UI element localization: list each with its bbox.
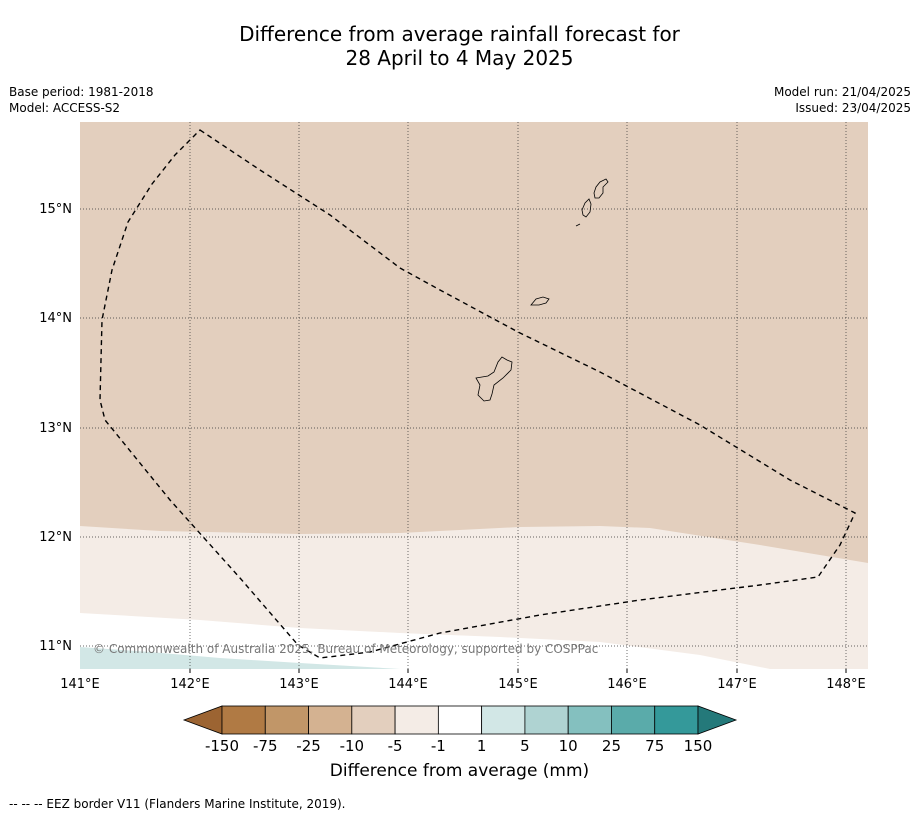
eez-footnote: -- -- -- EEZ border V11 (Flanders Marine…	[9, 797, 346, 811]
colorbar-label: -150	[205, 737, 239, 755]
lat-label: 11°N	[39, 639, 72, 654]
colorbar-label: 1	[477, 737, 487, 755]
colorbar-segment	[437, 705, 483, 735]
lon-label: 146°E	[607, 677, 647, 692]
lon-label: 142°E	[170, 677, 210, 692]
issued-date: Issued: 23/04/2025	[795, 101, 911, 115]
lat-label: 14°N	[39, 311, 72, 326]
colorbar-segment	[351, 705, 396, 735]
colorbar-label: 5	[520, 737, 530, 755]
lon-label: 144°E	[388, 677, 428, 692]
colorbar-segment	[308, 705, 353, 735]
colorbar-segment	[611, 705, 656, 735]
islands	[475, 178, 609, 402]
model-name: Model: ACCESS-S2	[9, 101, 121, 115]
lon-label: 143°E	[279, 677, 319, 692]
lat-label: 15°N	[39, 202, 72, 217]
colorbar-label: -25	[296, 737, 321, 755]
colorbar-label: -10	[340, 737, 365, 755]
copyright-text: © Commonwealth of Australia 2025, Bureau…	[93, 642, 598, 656]
lon-label: 141°E	[60, 677, 100, 692]
graticule	[80, 122, 868, 669]
colorbar-segment	[264, 705, 309, 735]
colorbar-labels: -150 -75 -25 -10 -5 -1 1 5 10 25 75 150	[205, 737, 712, 755]
colorbar-segment	[221, 705, 266, 735]
longitude-labels: 141°E 142°E 143°E 144°E 145°E 146°E 147°…	[60, 677, 866, 692]
colorbar-title: Difference from average (mm)	[329, 761, 590, 781]
island-rota	[530, 296, 550, 306]
island-guam	[475, 356, 513, 402]
colorbar-label: 10	[559, 737, 578, 755]
lon-label: 147°E	[717, 677, 757, 692]
title-line-1: Difference from average rainfall forecas…	[239, 22, 680, 46]
chart-title: Difference from average rainfall forecas…	[0, 22, 919, 70]
colorbar-segment	[394, 705, 439, 735]
lat-label: 12°N	[39, 530, 72, 545]
map-ticks	[189, 669, 847, 673]
colorbar-label: -75	[253, 737, 278, 755]
colorbar-label: -1	[431, 737, 446, 755]
rainfall-band-minus1-1	[80, 613, 770, 669]
island-aguijan	[575, 223, 581, 227]
colorbar-label: 25	[602, 737, 621, 755]
meta-right: Model run: 21/04/2025 Issued: 23/04/2025	[774, 84, 911, 116]
colorbar-segment	[481, 705, 526, 735]
title-line-2: 28 April to 4 May 2025	[345, 46, 574, 70]
latitude-labels: 15°N 14°N 13°N 12°N 11°N	[39, 202, 72, 654]
colorbar-extension-high	[697, 705, 738, 735]
model-run: Model run: 21/04/2025	[773, 85, 911, 99]
colorbar-extension-low	[182, 705, 223, 735]
island-saipan	[593, 178, 609, 199]
lon-label: 145°E	[498, 677, 538, 692]
map-area: © Commonwealth of Australia 2025, Bureau…	[80, 122, 868, 669]
colorbar-segment	[524, 705, 569, 735]
island-tinian	[581, 198, 592, 218]
colorbar-segment	[654, 705, 699, 735]
colorbar	[182, 705, 738, 735]
colorbar-label: 75	[645, 737, 664, 755]
colorbar-label: 150	[684, 737, 713, 755]
lon-label: 148°E	[826, 677, 866, 692]
base-period: Base period: 1981-2018	[9, 85, 154, 99]
colorbar-segment	[567, 705, 612, 735]
meta-left: Base period: 1981-2018 Model: ACCESS-S2	[9, 84, 154, 116]
rainfall-band-1-5	[80, 647, 400, 669]
colorbar-label: -5	[388, 737, 403, 755]
lat-label: 13°N	[39, 421, 72, 436]
